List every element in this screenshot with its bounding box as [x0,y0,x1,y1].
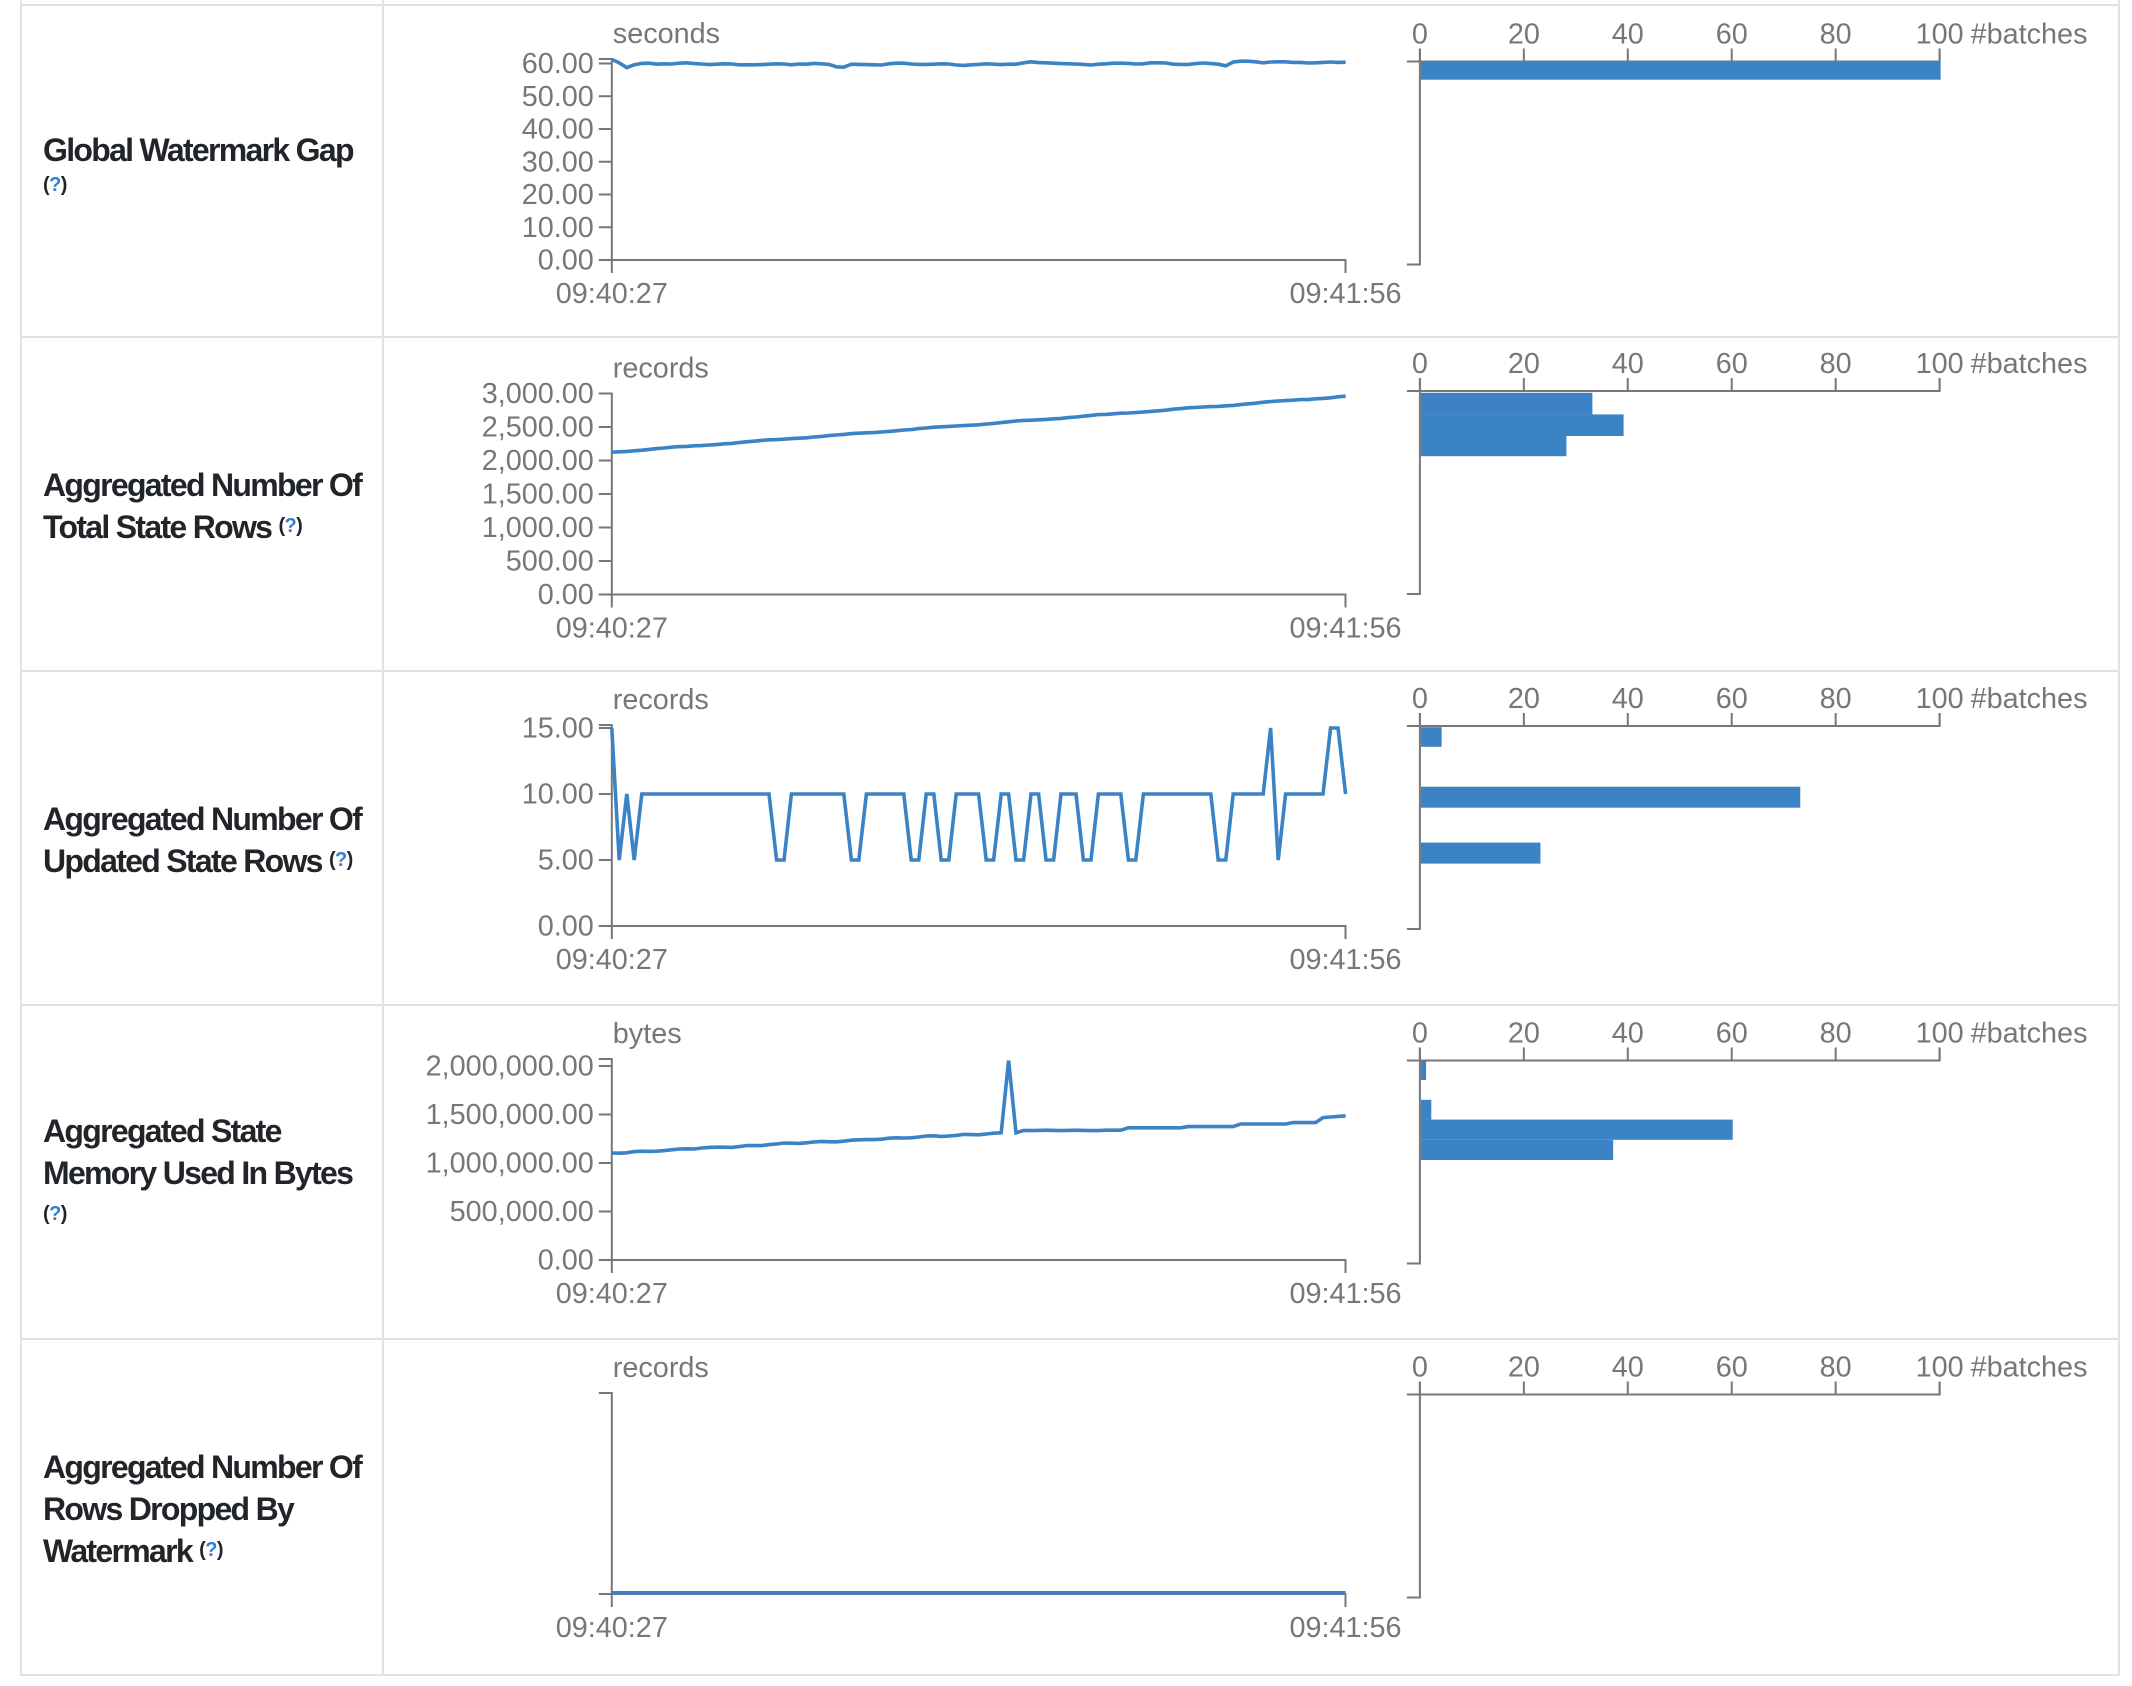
svg-text:09:41:56: 09:41:56 [1289,613,1401,645]
svg-text:20: 20 [1508,683,1540,715]
svg-text:40: 40 [1612,348,1644,380]
svg-text:1,000,000.00: 1,000,000.00 [426,1148,594,1180]
svg-text:80: 80 [1820,1352,1852,1384]
svg-text:09:41:56: 09:41:56 [1289,1612,1401,1644]
svg-text:100: 100 [1916,1352,1964,1384]
svg-text:60: 60 [1716,683,1748,715]
svg-text:20: 20 [1508,1018,1540,1050]
svg-text:09:40:27: 09:40:27 [556,944,668,976]
svg-text:60: 60 [1716,1018,1748,1050]
svg-text:records: records [613,684,709,716]
svg-text:60.00: 60.00 [522,48,594,80]
svg-text:09:41:56: 09:41:56 [1289,278,1401,310]
svg-text:records: records [613,353,709,385]
svg-text:0: 0 [1412,683,1428,715]
svg-text:80: 80 [1820,683,1852,715]
svg-text:3,000.00: 3,000.00 [482,378,594,410]
svg-text:10.00: 10.00 [522,212,594,244]
svg-text:09:40:27: 09:40:27 [556,278,668,310]
svg-text:0.00: 0.00 [538,1245,594,1277]
svg-text:20: 20 [1508,1352,1540,1384]
svg-text:0: 0 [1412,348,1428,380]
svg-text:80: 80 [1820,19,1852,51]
svg-text:1,500.00: 1,500.00 [482,479,594,511]
svg-text:10.00: 10.00 [522,779,594,811]
svg-text:500.00: 500.00 [506,546,594,578]
svg-text:20: 20 [1508,348,1540,380]
svg-text:09:41:56: 09:41:56 [1289,944,1401,976]
svg-text:2,500.00: 2,500.00 [482,412,594,444]
svg-text:20: 20 [1508,19,1540,51]
svg-text:seconds: seconds [613,18,720,50]
svg-text:#batches: #batches [1971,348,2088,380]
svg-text:40: 40 [1612,1018,1644,1050]
svg-text:records: records [613,1352,709,1384]
svg-text:#batches: #batches [1971,19,2088,51]
svg-text:1,000.00: 1,000.00 [482,512,594,544]
svg-text:40: 40 [1612,1352,1644,1384]
svg-text:50.00: 50.00 [522,81,594,113]
svg-text:60: 60 [1716,19,1748,51]
svg-text:100: 100 [1916,348,1964,380]
svg-text:09:41:56: 09:41:56 [1289,1278,1401,1310]
svg-text:20.00: 20.00 [522,179,594,211]
svg-text:bytes: bytes [613,1018,682,1050]
svg-text:40.00: 40.00 [522,114,594,146]
svg-text:60: 60 [1716,1352,1748,1384]
svg-text:500,000.00: 500,000.00 [450,1196,594,1228]
svg-text:#batches: #batches [1971,683,2088,715]
svg-text:100: 100 [1916,1018,1964,1050]
svg-text:0.00: 0.00 [538,911,594,943]
svg-text:09:40:27: 09:40:27 [556,613,668,645]
svg-text:30.00: 30.00 [522,146,594,178]
svg-text:40: 40 [1612,19,1644,51]
svg-text:40: 40 [1612,683,1644,715]
svg-text:0.00: 0.00 [538,579,594,611]
svg-text:1,500,000.00: 1,500,000.00 [426,1099,594,1131]
svg-text:80: 80 [1820,348,1852,380]
svg-text:#batches: #batches [1971,1018,2088,1050]
svg-text:5.00: 5.00 [538,845,594,877]
svg-text:100: 100 [1916,683,1964,715]
svg-text:2,000.00: 2,000.00 [482,445,594,477]
svg-text:0: 0 [1412,1018,1428,1050]
svg-text:0: 0 [1412,1352,1428,1384]
svg-text:100: 100 [1916,19,1964,51]
svg-text:80: 80 [1820,1018,1852,1050]
svg-text:09:40:27: 09:40:27 [556,1278,668,1310]
svg-text:09:40:27: 09:40:27 [556,1612,668,1644]
svg-text:0: 0 [1412,19,1428,51]
svg-text:15.00: 15.00 [522,713,594,745]
svg-text:0.00: 0.00 [538,245,594,277]
svg-text:60: 60 [1716,348,1748,380]
svg-text:#batches: #batches [1971,1352,2088,1384]
svg-text:2,000,000.00: 2,000,000.00 [426,1051,594,1083]
